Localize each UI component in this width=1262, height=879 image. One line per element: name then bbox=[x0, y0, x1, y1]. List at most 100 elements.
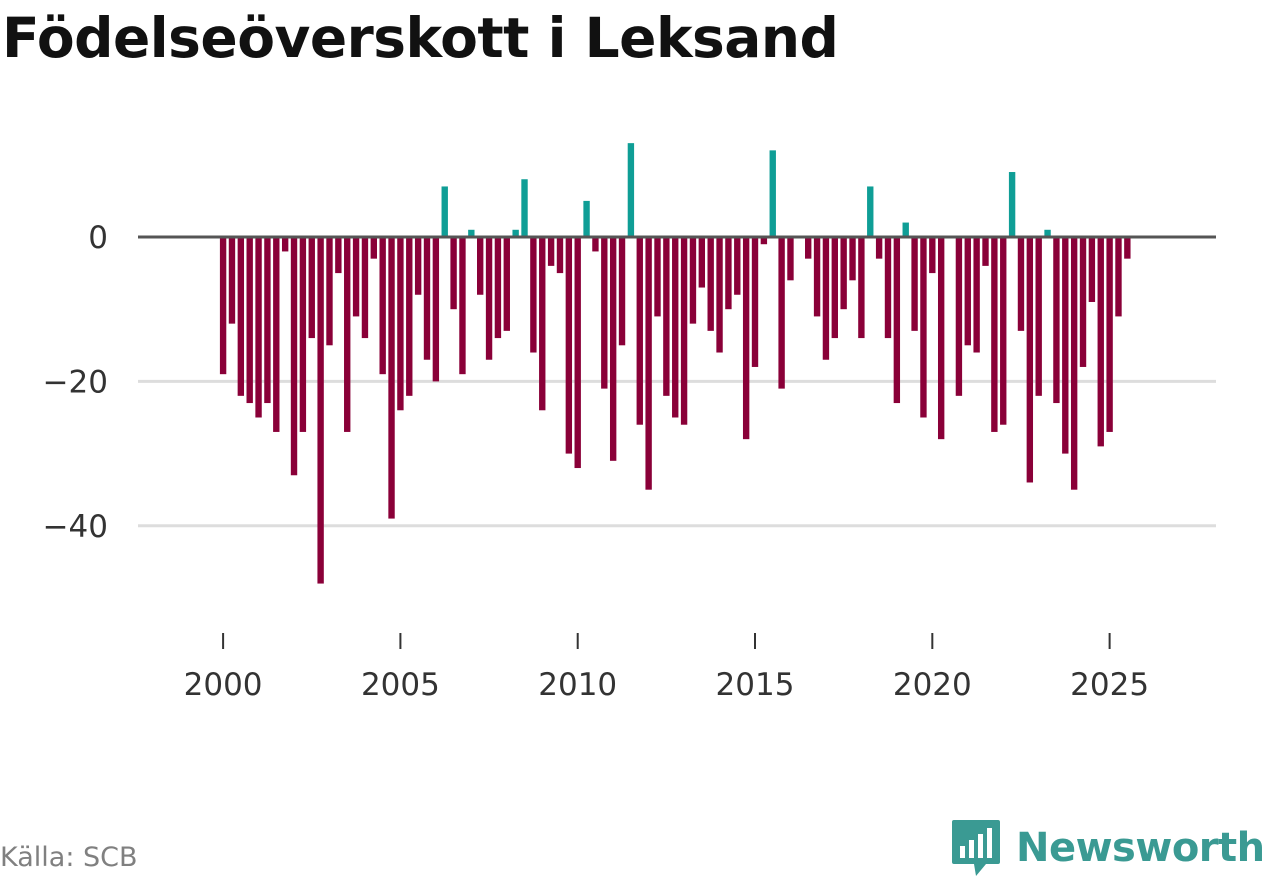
bar bbox=[902, 222, 909, 237]
bar bbox=[822, 237, 830, 360]
bar bbox=[751, 237, 759, 367]
bar bbox=[397, 237, 404, 411]
bar bbox=[237, 237, 245, 396]
bar bbox=[335, 237, 342, 274]
bar bbox=[494, 237, 502, 339]
bar bbox=[929, 237, 936, 274]
bar bbox=[1062, 237, 1069, 454]
bar bbox=[273, 237, 280, 432]
bar bbox=[459, 237, 466, 375]
bar bbox=[406, 237, 413, 396]
bar bbox=[805, 237, 812, 259]
bar bbox=[849, 237, 856, 281]
bar bbox=[388, 237, 395, 519]
x-tick-label: 2010 bbox=[538, 667, 617, 703]
bar bbox=[769, 150, 776, 237]
bar bbox=[255, 237, 262, 418]
bar bbox=[689, 237, 697, 324]
x-tick-label: 2015 bbox=[716, 667, 795, 703]
bar bbox=[308, 237, 315, 339]
bar bbox=[521, 179, 528, 237]
bar bbox=[299, 237, 307, 432]
bar bbox=[556, 237, 564, 274]
bar bbox=[725, 237, 732, 310]
bar bbox=[450, 237, 457, 310]
bars bbox=[219, 143, 1131, 584]
bar bbox=[1070, 237, 1078, 490]
bar bbox=[672, 237, 679, 418]
bar bbox=[477, 237, 484, 295]
bar bbox=[317, 237, 324, 584]
bar bbox=[707, 237, 714, 331]
x-tick-label: 2000 bbox=[184, 667, 263, 703]
bar bbox=[884, 237, 892, 339]
bar bbox=[361, 237, 369, 339]
bar bbox=[1000, 237, 1007, 425]
bar bbox=[1017, 237, 1025, 331]
bar bbox=[627, 143, 635, 237]
bar bbox=[352, 237, 360, 317]
bar bbox=[964, 237, 971, 346]
bar bbox=[1124, 237, 1131, 259]
bar bbox=[1088, 237, 1096, 302]
bar bbox=[1053, 237, 1060, 404]
bar bbox=[601, 237, 608, 389]
bar bbox=[955, 237, 963, 396]
bar bbox=[468, 229, 475, 237]
bar bbox=[787, 237, 794, 281]
bar bbox=[680, 237, 688, 425]
newsworthy-logo-icon bbox=[952, 820, 1000, 876]
bar bbox=[326, 237, 333, 346]
bar bbox=[609, 237, 617, 461]
bar bbox=[1106, 237, 1113, 432]
bar bbox=[344, 237, 351, 432]
bar bbox=[281, 237, 289, 252]
bar bbox=[893, 237, 901, 404]
bar bbox=[485, 237, 493, 360]
bar bbox=[432, 237, 440, 382]
bar bbox=[645, 237, 652, 490]
bar bbox=[867, 186, 874, 237]
bar bbox=[654, 237, 661, 317]
bar bbox=[831, 237, 838, 339]
bar bbox=[716, 237, 723, 353]
bar bbox=[530, 237, 537, 353]
x-tick-label: 2020 bbox=[893, 667, 972, 703]
bar bbox=[618, 237, 626, 346]
bar bbox=[920, 237, 927, 418]
bar bbox=[734, 237, 741, 295]
brand-name: Newsworthy bbox=[1016, 825, 1262, 871]
bar bbox=[592, 237, 599, 252]
bar bbox=[414, 237, 422, 295]
bar bbox=[840, 237, 847, 310]
x-tick-label: 2005 bbox=[361, 667, 440, 703]
brand-logo: Newsworthy bbox=[950, 818, 1262, 878]
bar bbox=[1079, 237, 1087, 367]
bar bbox=[1097, 237, 1104, 447]
bar bbox=[246, 237, 253, 404]
y-tick-label: −20 bbox=[43, 364, 108, 400]
bar bbox=[423, 237, 431, 360]
bar bbox=[547, 237, 555, 266]
chart-title: Födelseöverskott i Leksand bbox=[2, 6, 839, 70]
bar bbox=[574, 237, 581, 469]
x-tick-label: 2025 bbox=[1070, 667, 1149, 703]
y-tick-label: 0 bbox=[88, 220, 108, 256]
bar bbox=[742, 237, 750, 440]
bar bbox=[441, 186, 448, 237]
bar bbox=[991, 237, 998, 432]
bar bbox=[937, 237, 945, 440]
axes: 0 −20 −40 2000 2005 2010 2015 2020 2025 bbox=[43, 220, 1216, 703]
bar bbox=[858, 237, 865, 339]
bar bbox=[1026, 237, 1034, 483]
bar bbox=[813, 237, 821, 317]
y-tick-label: −40 bbox=[43, 509, 108, 545]
bar bbox=[583, 200, 590, 237]
bar bbox=[1044, 229, 1051, 237]
bar bbox=[264, 237, 271, 404]
bar bbox=[219, 237, 227, 375]
bar bbox=[1008, 172, 1016, 237]
bar bbox=[778, 237, 785, 389]
bar bbox=[565, 237, 573, 454]
